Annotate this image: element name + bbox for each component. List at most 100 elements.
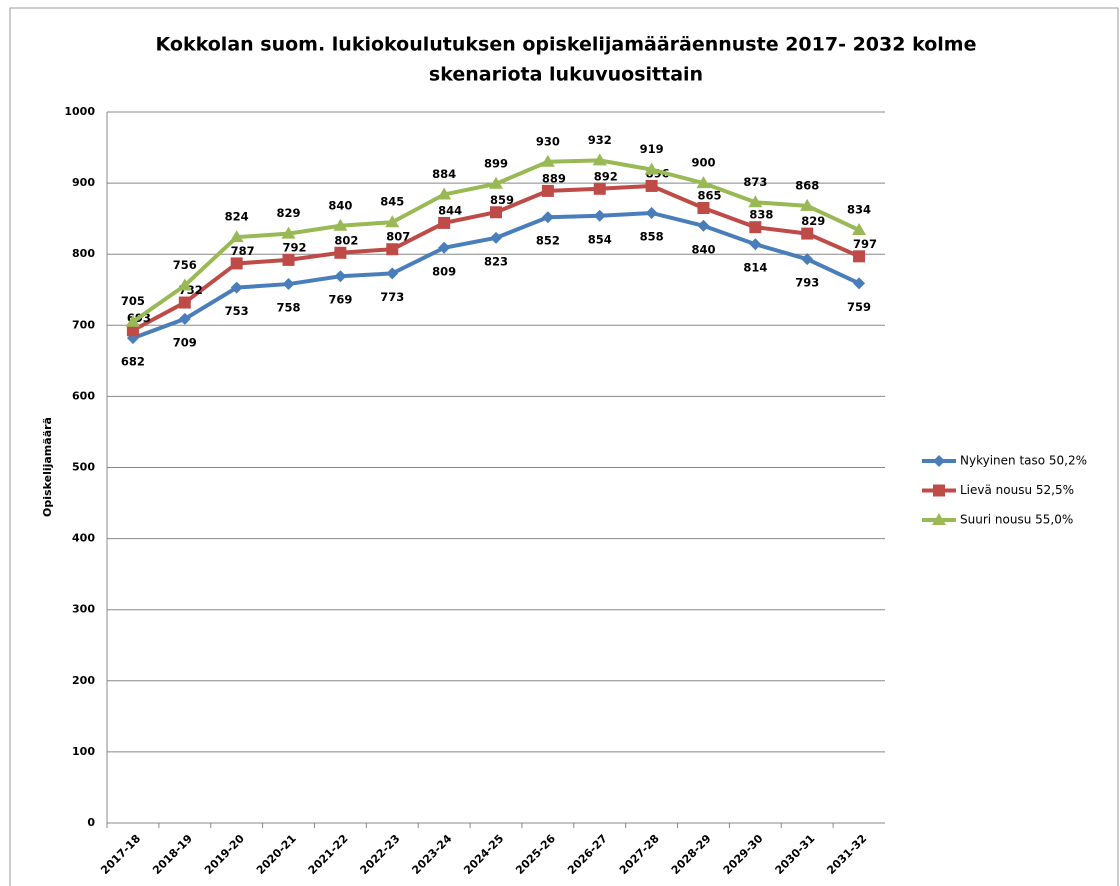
x-tick-label: 2019-20 [202, 832, 247, 877]
data-label: 787 [231, 244, 255, 258]
marker [178, 312, 191, 325]
data-label: 858 [640, 229, 664, 243]
x-tick-label: 2030-31 [773, 832, 818, 877]
y-tick-label: 400 [72, 532, 95, 545]
data-label: 900 [691, 156, 715, 170]
marker [386, 267, 399, 280]
legend-label: Suuri nousu 55,0% [960, 513, 1073, 527]
data-label: 793 [795, 276, 819, 290]
chart-title: Kokkolan suom. lukiokoulutuksen opiskeli… [156, 34, 977, 56]
x-tick-label: 2027-28 [617, 832, 662, 877]
y-tick-label: 900 [72, 176, 95, 189]
marker [437, 187, 452, 200]
marker [801, 253, 814, 266]
marker [438, 241, 451, 254]
data-label: 892 [594, 169, 618, 183]
data-label: 769 [328, 293, 352, 307]
marker [282, 253, 295, 266]
x-tick-label: 2018-19 [150, 832, 195, 877]
marker [386, 243, 399, 256]
data-label: 889 [542, 171, 566, 185]
data-label: 859 [490, 193, 514, 207]
data-label: 824 [225, 210, 249, 224]
data-label: 814 [743, 261, 767, 275]
data-label: 840 [328, 198, 352, 212]
marker [489, 176, 503, 189]
data-label: 705 [121, 294, 145, 308]
y-tick-label: 100 [72, 745, 95, 758]
data-label: 932 [588, 133, 612, 147]
marker [281, 226, 296, 239]
x-tick-label: 2020-21 [254, 832, 299, 877]
data-label: 899 [484, 156, 508, 170]
marker [645, 179, 658, 192]
data-label: 845 [380, 195, 404, 209]
marker [438, 216, 451, 229]
marker [697, 219, 710, 232]
data-label: 807 [386, 230, 410, 244]
data-label: 865 [697, 188, 721, 202]
data-label: 834 [847, 203, 871, 217]
data-label: 797 [853, 237, 877, 251]
marker [229, 230, 244, 243]
y-tick-label: 500 [72, 461, 95, 474]
data-label: 773 [380, 290, 404, 304]
data-label: 809 [432, 264, 456, 278]
x-tick-label: 2031-32 [824, 832, 869, 877]
data-label: 682 [121, 355, 145, 369]
x-tick-label: 2021-22 [306, 832, 351, 877]
chart-frame [9, 7, 1119, 886]
data-label: 854 [588, 232, 612, 246]
data-label: 868 [795, 178, 819, 192]
x-tick-label: 2025-26 [513, 832, 558, 877]
marker [541, 211, 554, 224]
marker [541, 184, 554, 197]
data-label: 840 [691, 242, 715, 256]
marker [334, 246, 347, 259]
data-label: 792 [283, 240, 307, 254]
marker [125, 314, 140, 327]
marker [749, 238, 762, 251]
y-tick-label: 0 [87, 816, 95, 829]
marker [490, 231, 502, 244]
marker [282, 278, 295, 291]
marker [645, 206, 658, 219]
y-tick-label: 800 [72, 247, 95, 260]
y-axis-label: Opiskelijamäärä [41, 417, 54, 517]
marker [644, 162, 659, 175]
marker [540, 154, 555, 167]
data-label: 838 [749, 208, 773, 222]
marker [801, 227, 814, 240]
data-label: 844 [438, 203, 462, 217]
marker [230, 257, 243, 270]
marker [749, 221, 762, 234]
marker [697, 201, 710, 214]
marker [178, 296, 191, 309]
marker [592, 153, 607, 166]
chart-title: skenariota lukuvuosittain [429, 64, 703, 86]
x-tick-label: 2023-24 [409, 832, 454, 877]
data-label: 919 [640, 142, 664, 156]
x-tick-label: 2026-27 [565, 832, 610, 877]
data-label: 873 [743, 175, 767, 189]
data-label: 884 [432, 167, 456, 181]
data-label: 709 [173, 335, 197, 349]
marker [385, 215, 400, 228]
marker [933, 484, 945, 497]
x-tick-label: 2017-18 [98, 832, 143, 877]
marker [800, 198, 815, 211]
marker [853, 250, 866, 263]
y-tick-label: 200 [72, 674, 95, 687]
marker [696, 176, 711, 189]
x-tick-label: 2024-25 [461, 832, 506, 877]
marker [177, 278, 192, 291]
data-label: 930 [536, 134, 560, 148]
data-label: 823 [484, 254, 508, 268]
marker [333, 218, 348, 231]
y-tick-label: 1000 [64, 105, 95, 118]
marker [593, 209, 606, 222]
marker [490, 206, 502, 219]
marker [593, 182, 606, 195]
marker [853, 277, 866, 290]
